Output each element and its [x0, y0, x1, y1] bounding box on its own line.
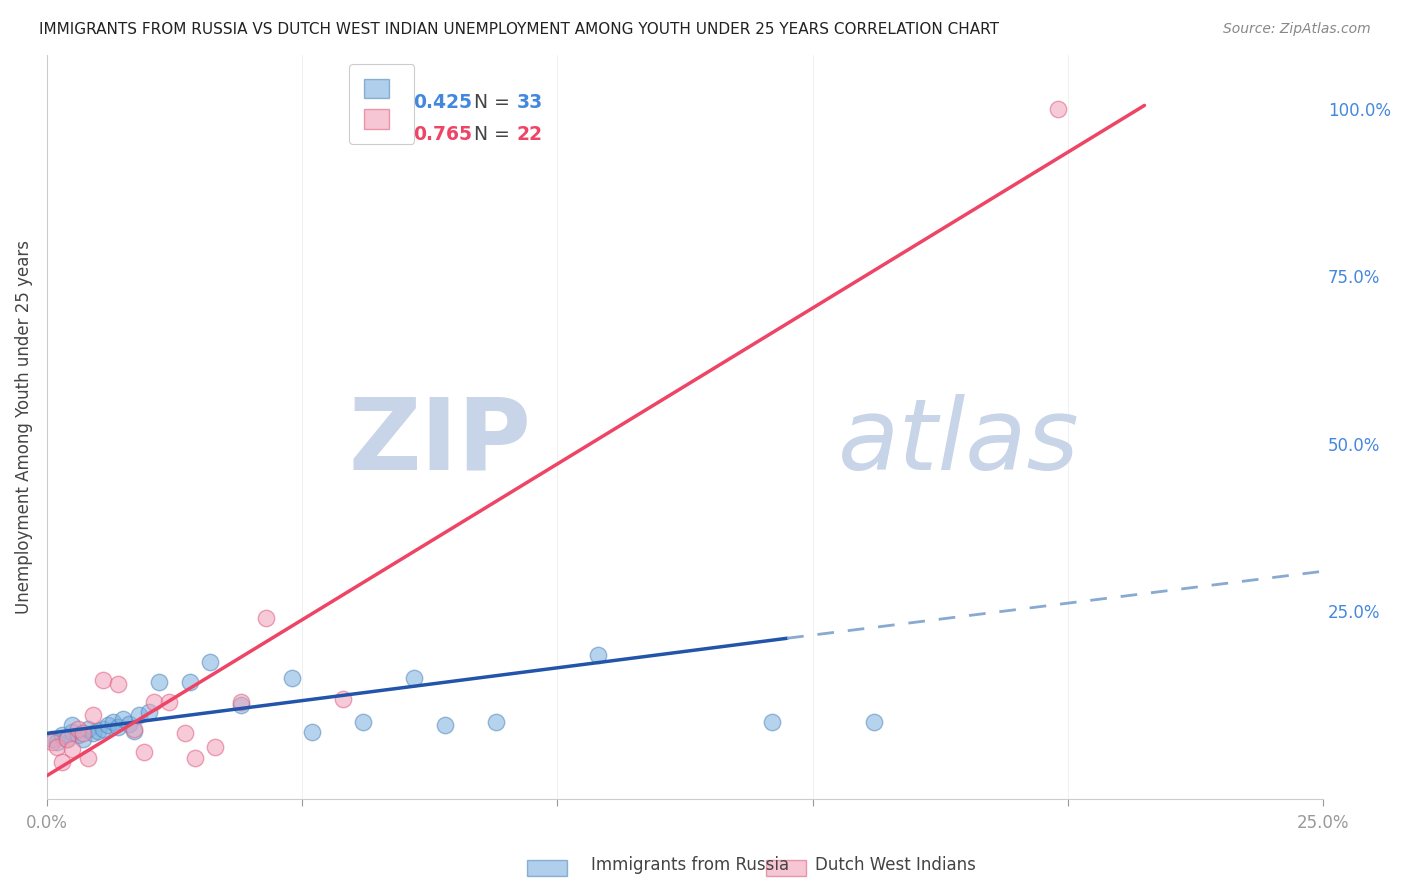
Text: 22: 22	[516, 125, 543, 144]
Point	[148, 674, 170, 689]
Point	[352, 714, 374, 729]
Point	[138, 705, 160, 719]
Point	[62, 718, 84, 732]
Point	[72, 726, 94, 740]
Point	[107, 720, 129, 734]
Point	[107, 677, 129, 691]
Point	[143, 695, 166, 709]
Point	[82, 726, 104, 740]
Point	[56, 731, 79, 746]
Point	[62, 742, 84, 756]
Point	[41, 731, 63, 746]
Point	[66, 728, 89, 742]
Point	[229, 695, 252, 709]
Text: Source: ZipAtlas.com: Source: ZipAtlas.com	[1223, 22, 1371, 37]
Text: 33: 33	[516, 93, 543, 112]
Text: Immigrants from Russia: Immigrants from Russia	[591, 856, 789, 874]
Point	[76, 722, 98, 736]
Text: N =: N =	[474, 93, 516, 112]
Point	[87, 723, 110, 738]
Point	[179, 674, 201, 689]
Point	[117, 717, 139, 731]
Point	[66, 722, 89, 736]
Point	[485, 714, 508, 729]
Point	[41, 735, 63, 749]
Point	[97, 718, 120, 732]
Text: 0.765: 0.765	[413, 125, 472, 144]
Point	[128, 708, 150, 723]
Text: N =: N =	[474, 125, 516, 144]
Point	[254, 611, 277, 625]
Text: R =: R =	[363, 125, 405, 144]
Point	[51, 756, 73, 770]
Point	[46, 735, 69, 749]
Point	[281, 672, 304, 686]
Legend: , : ,	[350, 64, 415, 144]
Point	[204, 739, 226, 754]
Point	[72, 731, 94, 746]
Point	[51, 728, 73, 742]
Point	[200, 655, 222, 669]
Text: 0.425: 0.425	[413, 93, 472, 112]
Text: IMMIGRANTS FROM RUSSIA VS DUTCH WEST INDIAN UNEMPLOYMENT AMONG YOUTH UNDER 25 YE: IMMIGRANTS FROM RUSSIA VS DUTCH WEST IND…	[39, 22, 1000, 37]
Point	[132, 745, 155, 759]
Point	[184, 750, 207, 764]
Point	[62, 725, 84, 739]
Text: R =: R =	[363, 93, 405, 112]
Point	[122, 722, 145, 736]
Point	[112, 712, 135, 726]
Point	[56, 731, 79, 746]
Point	[122, 723, 145, 738]
Point	[91, 673, 114, 687]
Point	[82, 708, 104, 723]
Point	[586, 648, 609, 662]
Point	[91, 722, 114, 736]
Point	[229, 698, 252, 713]
Text: ZIP: ZIP	[349, 393, 531, 491]
Point	[173, 726, 195, 740]
Point	[157, 695, 180, 709]
Text: Dutch West Indians: Dutch West Indians	[815, 856, 976, 874]
Point	[1046, 102, 1069, 116]
Point	[46, 739, 69, 754]
Y-axis label: Unemployment Among Youth under 25 years: Unemployment Among Youth under 25 years	[15, 240, 32, 614]
Point	[103, 714, 125, 729]
Text: atlas: atlas	[838, 393, 1080, 491]
Point	[76, 750, 98, 764]
Point	[301, 725, 323, 739]
Point	[434, 718, 457, 732]
Point	[332, 691, 354, 706]
Point	[404, 672, 426, 686]
Point	[761, 714, 783, 729]
Point	[863, 714, 886, 729]
